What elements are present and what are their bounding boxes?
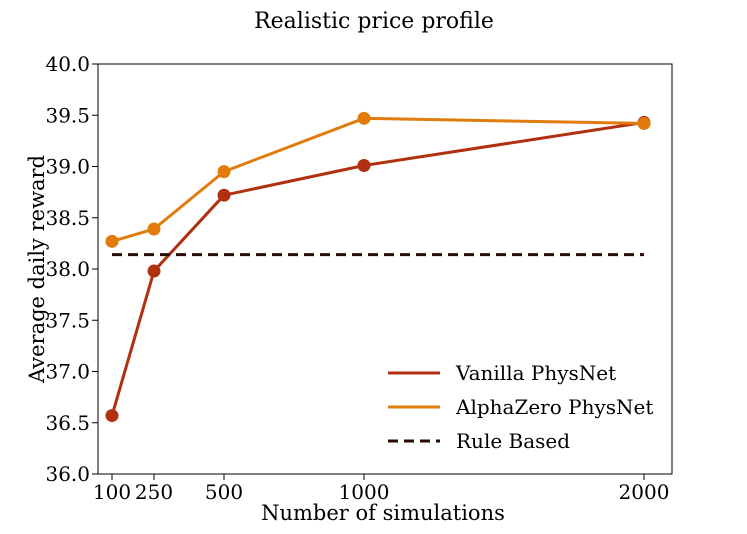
series-alphazero-physnet xyxy=(105,111,651,248)
data-point-alphazero-physnet xyxy=(637,116,651,130)
x-tick-label: 500 xyxy=(205,480,243,504)
legend-label-vanilla-physnet: Vanilla PhysNet xyxy=(455,361,616,385)
y-tick-label: 37.5 xyxy=(45,308,90,332)
y-axis-label: Average daily reward xyxy=(25,155,49,384)
x-tick-label: 2000 xyxy=(619,480,670,504)
legend-label-alphazero-physnet: AlphaZero PhysNet xyxy=(455,395,653,419)
y-tick-label: 39.0 xyxy=(45,155,90,179)
y-tick-label: 38.0 xyxy=(45,257,90,281)
x-tick-label: 250 xyxy=(135,480,173,504)
x-tick-label: 100 xyxy=(93,480,131,504)
series-layer xyxy=(105,111,651,423)
data-point-vanilla-physnet xyxy=(357,158,371,172)
y-tick-label: 39.5 xyxy=(45,103,90,127)
y-tick-label: 37.0 xyxy=(45,360,90,384)
data-point-alphazero-physnet xyxy=(217,165,231,179)
data-point-alphazero-physnet xyxy=(357,111,371,125)
data-point-alphazero-physnet xyxy=(147,222,161,236)
x-axis-label: Number of simulations xyxy=(261,501,505,525)
chart-title: Realistic price profile xyxy=(254,9,494,34)
x-axis: 100 250 500 1000 2000 xyxy=(93,474,670,504)
x-tick-label: 1000 xyxy=(339,480,390,504)
data-point-vanilla-physnet xyxy=(147,264,161,278)
y-tick-label: 36.5 xyxy=(45,411,90,435)
data-point-alphazero-physnet xyxy=(105,234,119,248)
legend: Vanilla PhysNet AlphaZero PhysNet Rule Bas… xyxy=(388,361,653,453)
data-point-vanilla-physnet xyxy=(217,188,231,202)
y-axis: 36.0 36.5 37.0 37.5 38.0 38.5 39.0 39.5 40.0 xyxy=(45,52,98,486)
legend-label-rule-based: Rule Based xyxy=(456,429,570,453)
y-tick-label: 38.5 xyxy=(45,206,90,230)
series-line-alphazero-physnet xyxy=(111,116,645,243)
y-tick-label: 36.0 xyxy=(45,462,90,486)
data-point-vanilla-physnet xyxy=(105,409,119,423)
y-tick-label: 40.0 xyxy=(45,52,90,76)
